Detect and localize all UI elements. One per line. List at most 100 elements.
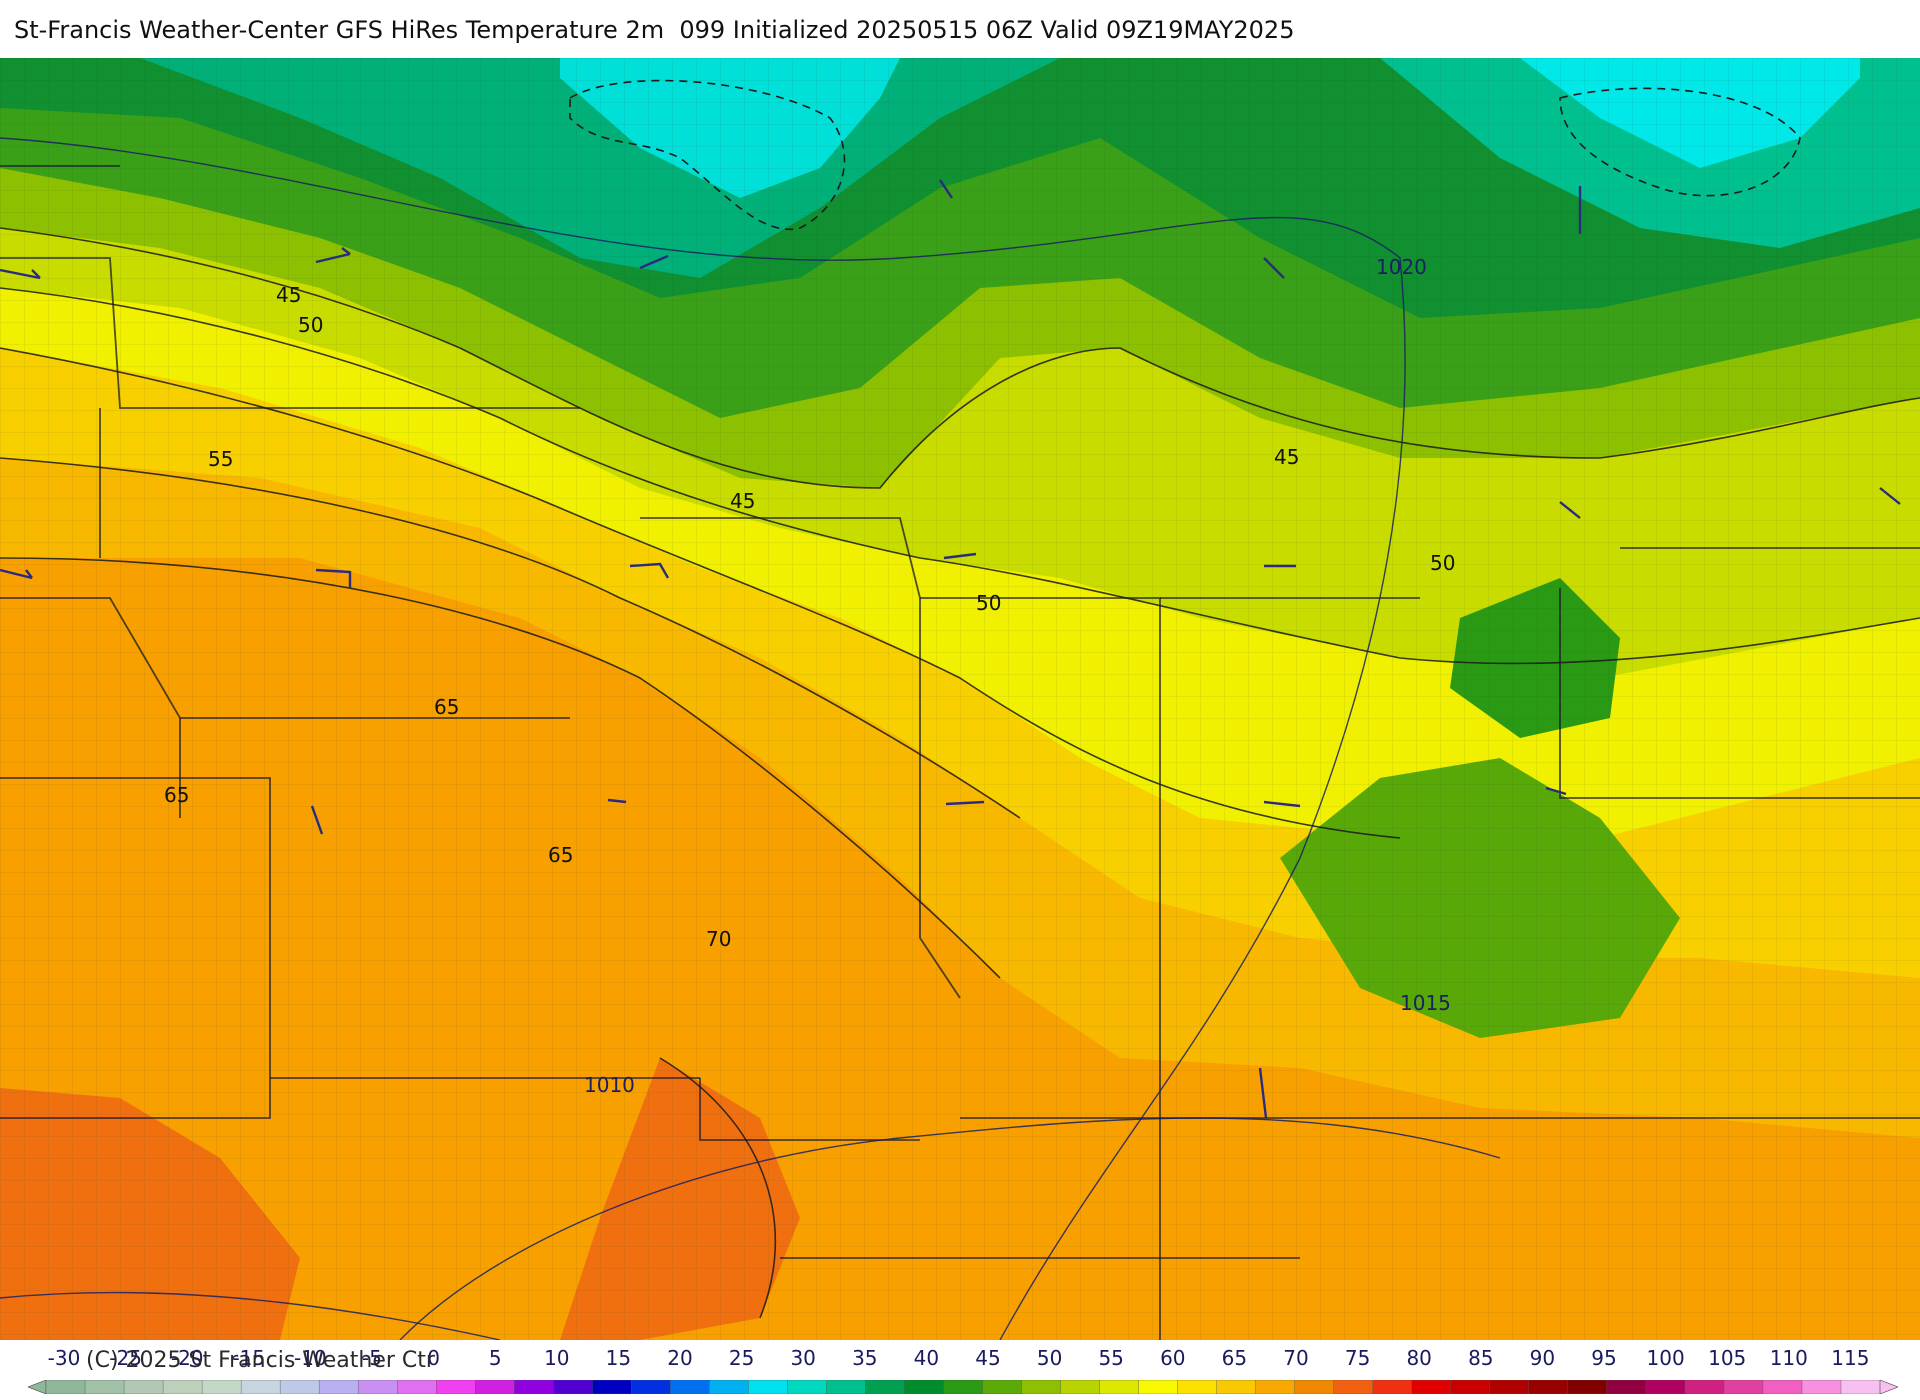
colorbar-tick-label: 80 bbox=[1406, 1346, 1432, 1370]
colorbar-swatch bbox=[1489, 1380, 1530, 1394]
isotherm-contours bbox=[0, 227, 1920, 1319]
wind-barbs bbox=[0, 179, 1901, 1119]
isotherm-label: 70 bbox=[706, 927, 731, 951]
colorbar-tick-label: 35 bbox=[852, 1346, 878, 1370]
colorbar-swatch bbox=[1840, 1380, 1881, 1394]
colorbar-tick-label: 40 bbox=[913, 1346, 940, 1370]
county-lines bbox=[0, 58, 1920, 1340]
colorbar-swatch bbox=[982, 1380, 1023, 1394]
colorbar-swatch bbox=[1021, 1380, 1062, 1394]
colorbar-swatch bbox=[1099, 1380, 1140, 1394]
colorbar-swatch bbox=[787, 1380, 828, 1394]
colorbar-tick-label: 95 bbox=[1591, 1346, 1617, 1370]
colorbar-tick-label: 20 bbox=[667, 1346, 693, 1370]
colorbar-min-arrow bbox=[28, 1380, 47, 1394]
temperature-map: 45 50 55 45 50 45 50 65 65 65 70 1020 10… bbox=[0, 58, 1920, 1340]
colorbar-swatch bbox=[240, 1380, 281, 1394]
colorbar-swatch bbox=[1333, 1380, 1374, 1394]
wind-barb bbox=[607, 798, 627, 804]
wind-barb bbox=[0, 568, 33, 580]
colorbar-swatch bbox=[826, 1380, 867, 1394]
colorbar-tick-label: -5 bbox=[362, 1346, 382, 1370]
colorbar-swatch bbox=[475, 1380, 515, 1394]
wind-barb bbox=[939, 179, 953, 199]
isobar-label: 1020 bbox=[1376, 255, 1427, 279]
wind-barb bbox=[1559, 501, 1581, 519]
isotherm-label: 65 bbox=[164, 783, 189, 807]
colorbar-swatch bbox=[318, 1380, 359, 1394]
wind-barb bbox=[1263, 800, 1301, 808]
wind-barb bbox=[1879, 487, 1901, 505]
colorbar-swatch bbox=[592, 1380, 633, 1394]
colorbar-tick-label: 45 bbox=[975, 1346, 1001, 1370]
colorbar-swatch bbox=[1801, 1380, 1842, 1394]
colorbar-tick-label: -25 bbox=[109, 1346, 142, 1370]
colorbar-tick-label: 5 bbox=[488, 1346, 502, 1370]
colorbar-tick-label: 110 bbox=[1769, 1346, 1808, 1370]
colorbar-swatch bbox=[1723, 1380, 1764, 1394]
colorbar-tick-label: 65 bbox=[1221, 1346, 1248, 1370]
colorbar-swatch bbox=[943, 1380, 984, 1394]
colorbar-tick-label: 70 bbox=[1283, 1346, 1309, 1370]
wind-barb bbox=[310, 805, 324, 835]
colorbar-swatch bbox=[865, 1380, 906, 1394]
colorbar-swatch bbox=[748, 1380, 789, 1394]
colorbar-swatch bbox=[1255, 1380, 1296, 1394]
colorbar-swatch bbox=[1138, 1380, 1179, 1394]
isotherm-label: 50 bbox=[298, 313, 323, 337]
colorbar-swatch bbox=[1411, 1380, 1452, 1394]
colorbar-tick-label: -30 bbox=[47, 1346, 81, 1370]
colorbar-tick-label: 15 bbox=[605, 1346, 632, 1370]
freezing-contour bbox=[569, 79, 1801, 231]
wind-barb bbox=[639, 254, 669, 270]
isotherm-label: 45 bbox=[276, 283, 301, 307]
colorbar-swatch bbox=[631, 1380, 672, 1394]
isotherm-label: 50 bbox=[1430, 551, 1455, 575]
wind-barb bbox=[0, 268, 41, 280]
colorbar-swatch bbox=[162, 1380, 203, 1394]
wind-barb bbox=[943, 552, 977, 560]
colorbar-swatch bbox=[357, 1380, 398, 1394]
colorbar-swatch bbox=[396, 1380, 437, 1394]
colorbar-swatch bbox=[1684, 1380, 1725, 1394]
colorbar-swatch bbox=[436, 1380, 476, 1394]
colorbar-swatch bbox=[1372, 1380, 1413, 1394]
colorbar-swatch bbox=[670, 1380, 711, 1394]
colorbar-tick-label: 0 bbox=[427, 1346, 440, 1370]
colorbar-swatch bbox=[279, 1380, 320, 1394]
colorbar-swatch bbox=[553, 1380, 593, 1394]
wind-barb bbox=[1258, 1067, 1268, 1119]
wind-barb bbox=[315, 568, 352, 588]
wind-barb bbox=[945, 800, 985, 806]
colorbar-swatch bbox=[904, 1380, 945, 1394]
colorbar-tick-label: 105 bbox=[1708, 1346, 1747, 1370]
colorbar-tick-label: -15 bbox=[232, 1346, 266, 1370]
colorbar-swatch bbox=[1528, 1380, 1569, 1394]
colorbar-swatch bbox=[1450, 1380, 1491, 1394]
wind-barb bbox=[315, 247, 351, 264]
colorbar-tick-labels: -30 -25 -20 -15 -10 -5 0 5 10 15 20 25 30 35 40 45 50 55 6… bbox=[0, 1346, 1920, 1370]
colorbar-tick-label: 50 bbox=[1036, 1346, 1063, 1370]
colorbar-swatch bbox=[1177, 1380, 1218, 1394]
isobar-label: 1015 bbox=[1400, 991, 1451, 1015]
colorbar-swatch bbox=[201, 1380, 242, 1394]
wind-barb bbox=[1263, 257, 1285, 279]
isotherm-label: 55 bbox=[208, 447, 233, 471]
colorbar-swatch bbox=[1606, 1380, 1647, 1394]
colorbar-swatch bbox=[84, 1380, 125, 1394]
isotherm-label: 65 bbox=[548, 843, 573, 867]
colorbar-tick-label: 75 bbox=[1344, 1346, 1371, 1370]
state-boundaries bbox=[0, 165, 1920, 1340]
isotherm-label: 50 bbox=[976, 591, 1001, 615]
colorbar-tick-label: 115 bbox=[1831, 1346, 1870, 1370]
colorbar-tick-label: 30 bbox=[790, 1346, 816, 1370]
colorbar-swatch bbox=[1060, 1380, 1101, 1394]
colorbar-tick-label: 100 bbox=[1646, 1346, 1685, 1370]
colorbar-tick-label: 25 bbox=[728, 1346, 755, 1370]
colorbar-tick-label: 55 bbox=[1098, 1346, 1124, 1370]
colorbar-swatch bbox=[514, 1380, 554, 1394]
wind-barb bbox=[1545, 786, 1567, 796]
isotherm-label: 65 bbox=[434, 695, 459, 719]
colorbar-swatch bbox=[45, 1380, 86, 1394]
colorbar-swatch bbox=[123, 1380, 164, 1394]
